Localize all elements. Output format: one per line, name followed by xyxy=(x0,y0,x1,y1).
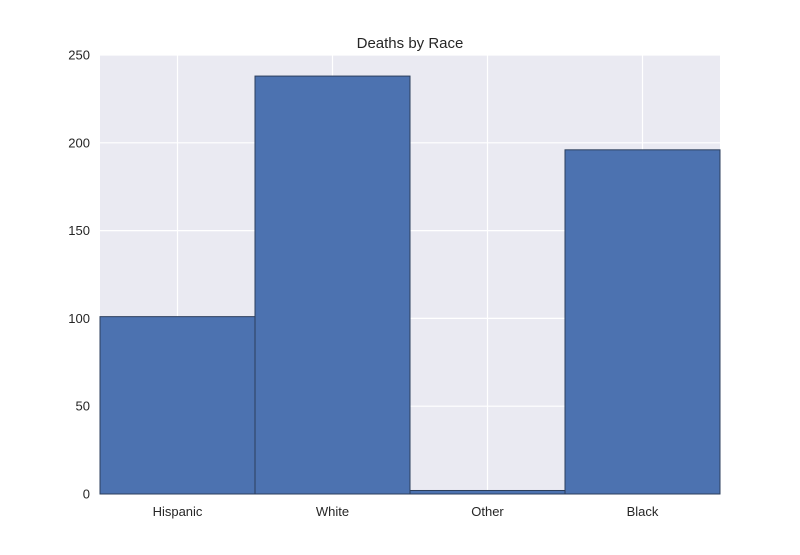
x-tick-label: Other xyxy=(471,504,504,519)
x-tick-label: Black xyxy=(627,504,659,519)
y-axis-ticks: 0 50 100 150 200 250 xyxy=(68,48,90,502)
y-tick-label: 150 xyxy=(68,223,90,238)
y-tick-label: 100 xyxy=(68,311,90,326)
chart-title: Deaths by Race xyxy=(357,35,464,52)
bars xyxy=(99,75,721,495)
bar-black xyxy=(564,149,721,495)
y-tick-label: 50 xyxy=(76,399,90,414)
y-tick-label: 200 xyxy=(68,135,90,150)
x-axis-ticks: Hispanic White Other Black xyxy=(153,504,659,519)
bar-other xyxy=(409,489,566,495)
x-tick-label: White xyxy=(316,504,349,519)
x-tick-label: Hispanic xyxy=(153,504,203,519)
y-tick-label: 250 xyxy=(68,48,90,63)
bar-hispanic xyxy=(99,316,256,495)
y-tick-label: 0 xyxy=(83,487,90,502)
bar-white xyxy=(254,75,411,495)
